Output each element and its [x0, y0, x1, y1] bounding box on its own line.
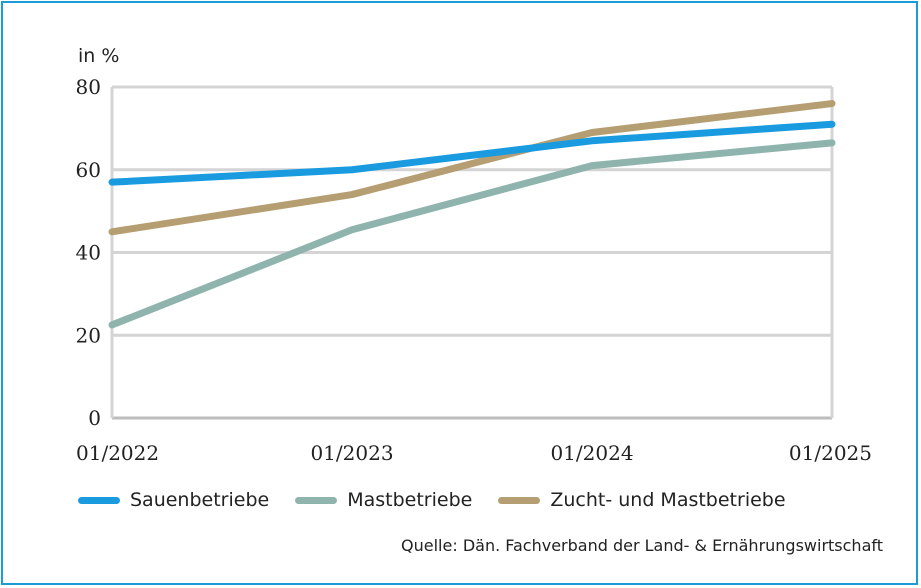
legend-label: Zucht- und Mastbetriebe: [550, 489, 786, 511]
legend-label: Sauenbetriebe: [130, 489, 270, 511]
series-layer: [108, 100, 836, 329]
y-tick-label: 60: [76, 158, 101, 182]
legend-item: Sauenbetriebe: [78, 489, 269, 511]
x-tick-label: 01/2025: [789, 441, 872, 465]
legend-item: Mastbetriebe: [295, 489, 472, 511]
x-tick-label: 01/2024: [550, 441, 633, 465]
series-line-zucht-und-mastbetriebe: [108, 100, 836, 236]
y-unit-label: in %: [78, 45, 119, 67]
legend-swatch: [498, 496, 541, 504]
legend-item: Zucht- und Mastbetriebe: [498, 489, 786, 511]
legend-swatch: [78, 496, 120, 504]
source-note: Quelle: Dän. Fachverband der Land- & Ern…: [401, 536, 883, 555]
series-line-sauenbetriebe: [108, 120, 836, 186]
axis-layer: 0 20 40 60 80 01/2022 01/2023 01/2024 01/2025: [76, 75, 872, 465]
y-tick-label: 20: [76, 323, 101, 347]
y-tick-label: 0: [88, 406, 101, 430]
grid-layer: [110, 85, 834, 420]
x-tick-label: 01/2023: [310, 441, 393, 465]
series-line-mastbetriebe: [108, 139, 836, 329]
x-tick-label: 01/2022: [76, 441, 159, 465]
y-tick-label: 80: [76, 75, 101, 99]
legend-label: Mastbetriebe: [347, 489, 473, 511]
y-tick-label: 40: [76, 241, 101, 265]
legend-swatch: [295, 496, 338, 504]
legend: Sauenbetriebe Mastbetriebe Zucht- und Mast…: [78, 489, 786, 511]
